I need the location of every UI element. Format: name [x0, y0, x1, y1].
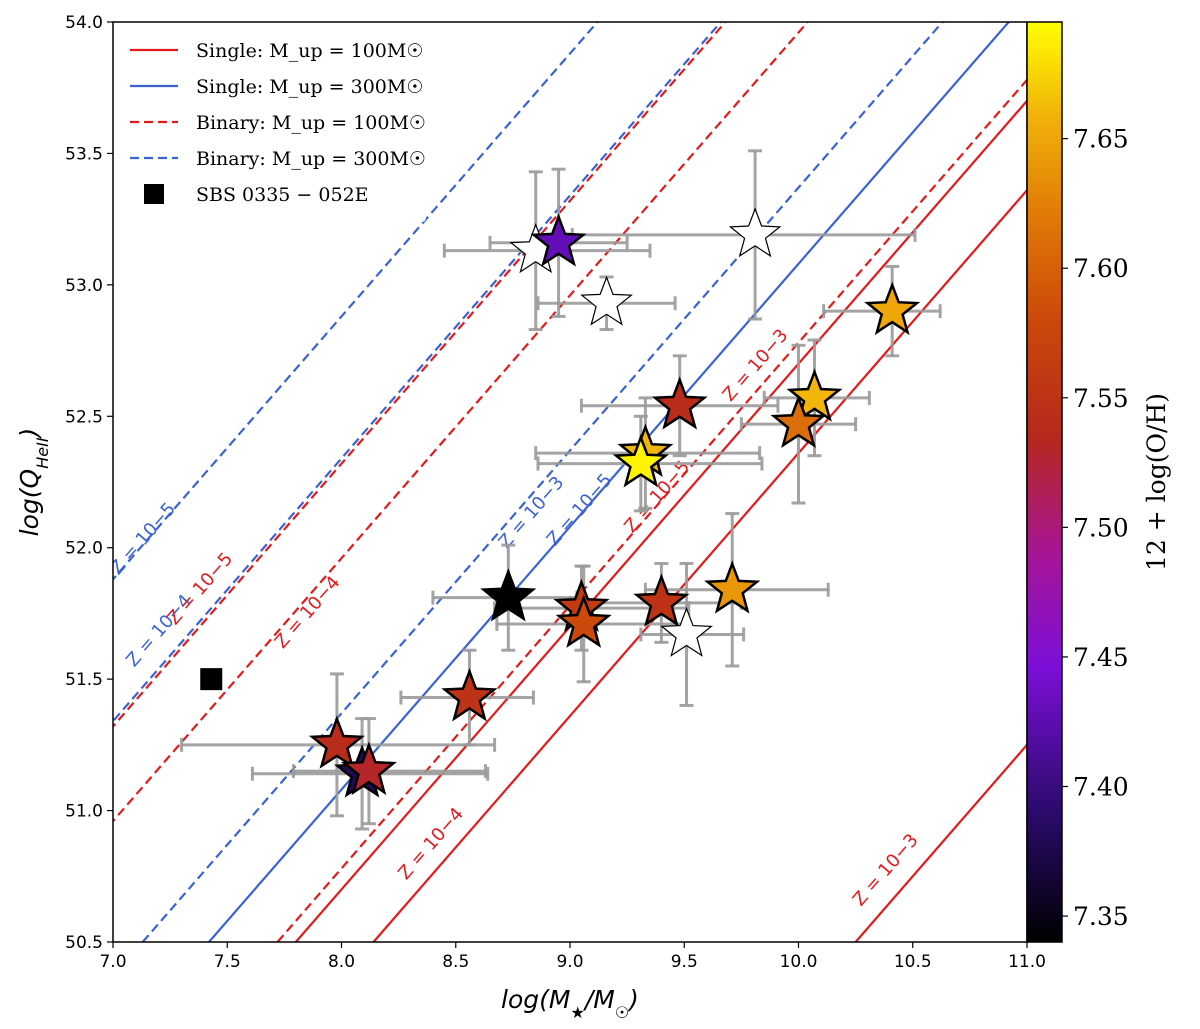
galaxy-star-marker: [612, 434, 669, 488]
colorbar-tick-label: 7.40: [1073, 773, 1129, 802]
galaxy-star-marker: [728, 207, 782, 258]
galaxy-star-marker: [660, 606, 713, 657]
colorbar-tick-label: 7.55: [1073, 384, 1129, 413]
galaxy-star-marker: [555, 594, 612, 648]
legend: Single: M_up = 100M☉ Single: M_up = 300M☉…: [116, 26, 426, 222]
colorbar-tick-label: 7.60: [1073, 254, 1129, 283]
legend-label: Single: M_up = 300M☉: [196, 76, 423, 98]
legend-swatch-square: [144, 184, 164, 204]
x-tick-label: 10.5: [894, 952, 932, 972]
y-axis-title: log(QHeII): [15, 428, 52, 537]
colorbar-label: 12 + log(O/H): [1142, 393, 1171, 571]
galaxy-star-marker: [480, 568, 537, 622]
legend-label: Binary: M_up = 100M☉: [196, 112, 426, 134]
legend-label: Single: M_up = 100M☉: [196, 40, 423, 62]
x-axis-ticks: 7.0 7.5 8.0 8.5 9.0 9.5 10.0 10.5 11.0: [99, 942, 1046, 972]
colorbar-frame: [1026, 21, 1063, 943]
x-tick-label: 7.5: [214, 952, 241, 972]
x-tick-label: 8.0: [328, 952, 355, 972]
galaxy-star-marker: [651, 376, 708, 430]
model-line: [276, 78, 1027, 942]
galaxy-star-marker: [770, 394, 827, 449]
colorbar-ticks: 7.35 7.40 7.45 7.50 7.55 7.60 7.65: [1062, 125, 1129, 931]
galaxy-star-marker: [633, 573, 690, 627]
colorbar-tick-label: 7.35: [1073, 902, 1129, 931]
galaxy-star-marker: [308, 715, 366, 769]
y-tick-label: 52.0: [65, 539, 103, 559]
legend-items: Single: M_up = 100M☉ Single: M_up = 300M☉…: [130, 40, 426, 206]
galaxy-star-marker: [580, 275, 633, 326]
x-tick-label: 7.0: [99, 952, 126, 972]
model-line: [113, 22, 599, 581]
sbs-0335-marker: [200, 668, 223, 691]
legend-label: Binary: M_up = 300M☉: [196, 148, 426, 170]
model-line: [113, 22, 809, 823]
colorbar-tick-label: 7.65: [1073, 125, 1129, 154]
markers: [200, 207, 921, 798]
model-line: [113, 22, 722, 723]
model-line: [372, 188, 1027, 942]
x-tick-label: 10.0: [780, 952, 818, 972]
galaxy-star-marker: [786, 368, 843, 422]
y-tick-label: 53.0: [65, 276, 103, 296]
model-line: [294, 99, 1027, 942]
legend-label: SBS 0335 − 052E: [196, 184, 369, 206]
x-tick-label: 9.5: [671, 952, 698, 972]
colorbar-tick-label: 7.50: [1073, 513, 1129, 542]
colorbar-gradient: [1027, 22, 1062, 942]
galaxy-star-marker: [530, 213, 587, 267]
model-line: [208, 22, 1010, 942]
x-tick-label: 9.0: [556, 952, 583, 972]
y-tick-label: 50.5: [65, 933, 103, 953]
galaxy-star-marker: [864, 281, 921, 336]
y-tick-label: 52.5: [65, 407, 103, 427]
y-tick-label: 51.0: [65, 802, 103, 822]
galaxy-star-marker: [340, 741, 397, 796]
x-axis-title: log(M★/M☉): [501, 985, 639, 1022]
galaxy-star-marker: [704, 560, 761, 614]
y-tick-label: 51.5: [65, 670, 103, 690]
galaxy-star-marker: [441, 667, 498, 722]
model-lines: [113, 22, 1027, 942]
model-line: [854, 743, 1027, 942]
legend-box: [116, 26, 426, 222]
colorbar: 7.35 7.40 7.45 7.50 7.55 7.60 7.65 12 + log(O/…: [1026, 21, 1171, 943]
colorbar-tick-label: 7.45: [1073, 643, 1129, 672]
model-line: [113, 22, 727, 729]
y-axis-ticks: 50.5 51.0 51.5 52.0 52.5 53.0 53.5 54.0: [65, 13, 113, 953]
model-line: [141, 22, 944, 942]
x-tick-label: 11.0: [1008, 952, 1046, 972]
y-tick-label: 53.5: [65, 144, 103, 164]
x-tick-label: 8.5: [442, 952, 469, 972]
y-tick-label: 54.0: [65, 13, 103, 33]
